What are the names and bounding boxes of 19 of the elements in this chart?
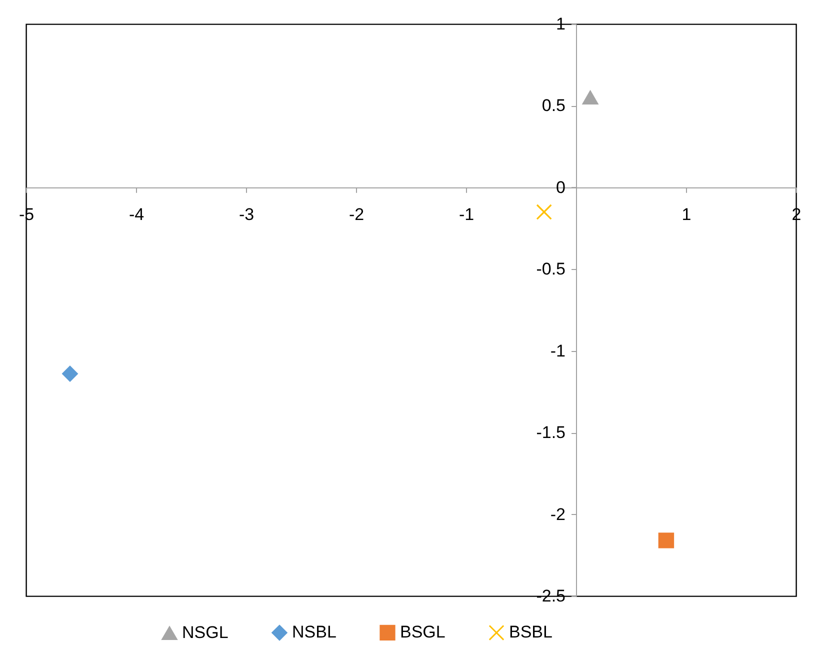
legend-label: BSGL (400, 622, 446, 642)
legend-label: NSBL (292, 622, 336, 642)
x-tick-label: -3 (238, 204, 254, 224)
y-tick-label: -0.5 (536, 260, 566, 279)
y-tick-label: -2 (550, 504, 566, 524)
y-tick-label: 0.5 (542, 96, 566, 116)
x-tick-label: -2 (348, 204, 364, 224)
point (536, 204, 552, 220)
x-tick-label: 1 (682, 204, 692, 224)
point (62, 366, 78, 382)
legend-label: NSGL (182, 623, 228, 642)
x-tick-label: -1 (458, 204, 474, 224)
y-tick-label: -1.5 (536, 423, 566, 442)
x-tick-label: -4 (128, 204, 144, 224)
y-tick-label: -1 (550, 341, 566, 360)
point (582, 90, 598, 104)
y-tick-label: 0 (556, 178, 566, 197)
point (658, 532, 674, 548)
legend-label: BSBL (509, 622, 552, 642)
